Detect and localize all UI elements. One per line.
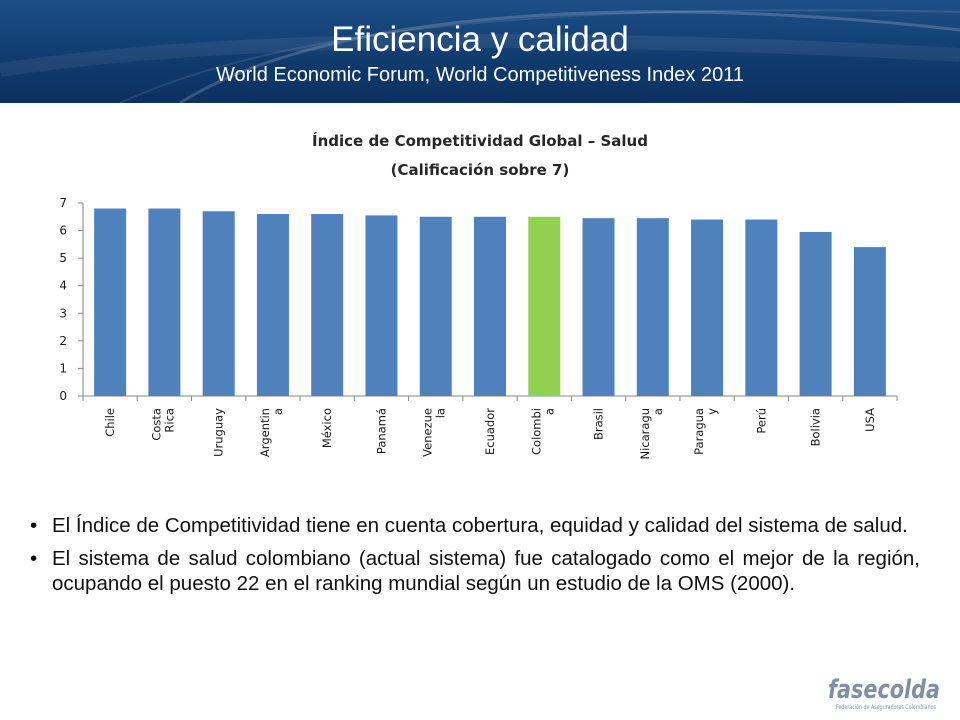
bar-argentina	[256, 214, 289, 396]
x-category-label: Perú	[754, 408, 768, 434]
bar-chart: Índice de Competitividad Global – Salud …	[59, 131, 898, 460]
bullet-item: • El Índice de Competitividad tiene en cu…	[30, 513, 920, 538]
y-tick-label: 2	[59, 334, 67, 348]
x-category-label: Costa	[149, 408, 163, 441]
fasecolda-logo: fasecolda Federación de Aseguradores Col…	[826, 672, 944, 712]
x-category-label: y	[705, 408, 719, 415]
bar-uruguay	[202, 211, 235, 396]
x-category-label: Panamá	[374, 408, 388, 454]
y-tick-label: 5	[59, 251, 67, 265]
y-tick-label: 0	[59, 389, 67, 403]
slide-header: Eficiencia y calidad World Economic Foru…	[0, 0, 960, 103]
svg-text:Federación de Aseguradores Col: Federación de Aseguradores Colombianos	[836, 704, 936, 711]
bar-ecuador	[474, 216, 506, 396]
y-tick-label: 1	[59, 361, 67, 375]
x-category-label: Colombi	[529, 408, 543, 455]
svg-text:fasecolda: fasecolda	[828, 675, 940, 705]
x-category-label: Argentin	[258, 408, 272, 457]
bar-usa	[853, 247, 886, 396]
bar-mxico	[311, 214, 344, 396]
x-category-label: a	[271, 408, 285, 415]
x-category-label: México	[320, 408, 334, 448]
bar-venezuela	[419, 216, 452, 396]
bar-brasil	[582, 218, 615, 396]
x-category-label: Nicaragu	[638, 408, 652, 460]
bar-bolivia	[799, 231, 832, 396]
y-tick-label: 4	[59, 279, 67, 293]
bullet-text: El sistema de salud colombiano (actual s…	[52, 547, 920, 595]
x-category-label: Rica	[162, 408, 176, 433]
bar-nicaragua	[636, 218, 669, 396]
bullet-item: • El sistema de salud colombiano (actual …	[30, 546, 920, 596]
x-category-label: Paragua	[692, 408, 706, 455]
y-tick-label: 6	[59, 224, 67, 238]
fasecolda-logo-icon: fasecolda Federación de Aseguradores Col…	[828, 675, 940, 711]
slide-title: Eficiencia y calidad	[331, 20, 629, 59]
bar-per	[745, 219, 778, 396]
bar-paraguay	[691, 219, 724, 396]
bullet-text: El Índice de Competitividad tiene en cue…	[52, 514, 908, 537]
x-category-label: Brasil	[592, 408, 606, 440]
chart-title-line-1: Índice de Competitividad Global – Salud	[312, 131, 648, 150]
x-category-label: a	[651, 408, 665, 415]
chart-title-line-2: (Calificación sobre 7)	[391, 161, 570, 179]
header-swoosh	[0, 9, 960, 103]
bar-costarica	[148, 208, 181, 396]
x-category-label: USA	[863, 408, 877, 432]
x-category-label: la	[434, 408, 448, 418]
x-category-label: a	[542, 408, 556, 415]
y-tick-label: 3	[59, 306, 67, 320]
x-category-label: Ecuador	[483, 408, 497, 455]
bullet-dot-icon: •	[30, 514, 38, 537]
x-category-label: Uruguay	[212, 408, 226, 457]
bar-chile	[94, 208, 127, 396]
bullet-list: • El Índice de Competitividad tiene en cu…	[30, 513, 920, 604]
bar-panam	[365, 215, 398, 396]
bullet-dot-icon: •	[30, 547, 38, 570]
bar-colombia	[528, 216, 561, 396]
slide-subtitle: World Economic Forum, World Competitiven…	[216, 64, 744, 86]
x-category-label: Chile	[103, 408, 117, 437]
chart-container: Índice de Competitividad Global – Salud …	[0, 103, 960, 503]
x-category-label: Bolivia	[809, 408, 823, 446]
x-category-label: Venezue	[421, 408, 435, 457]
y-tick-label: 7	[59, 196, 67, 210]
